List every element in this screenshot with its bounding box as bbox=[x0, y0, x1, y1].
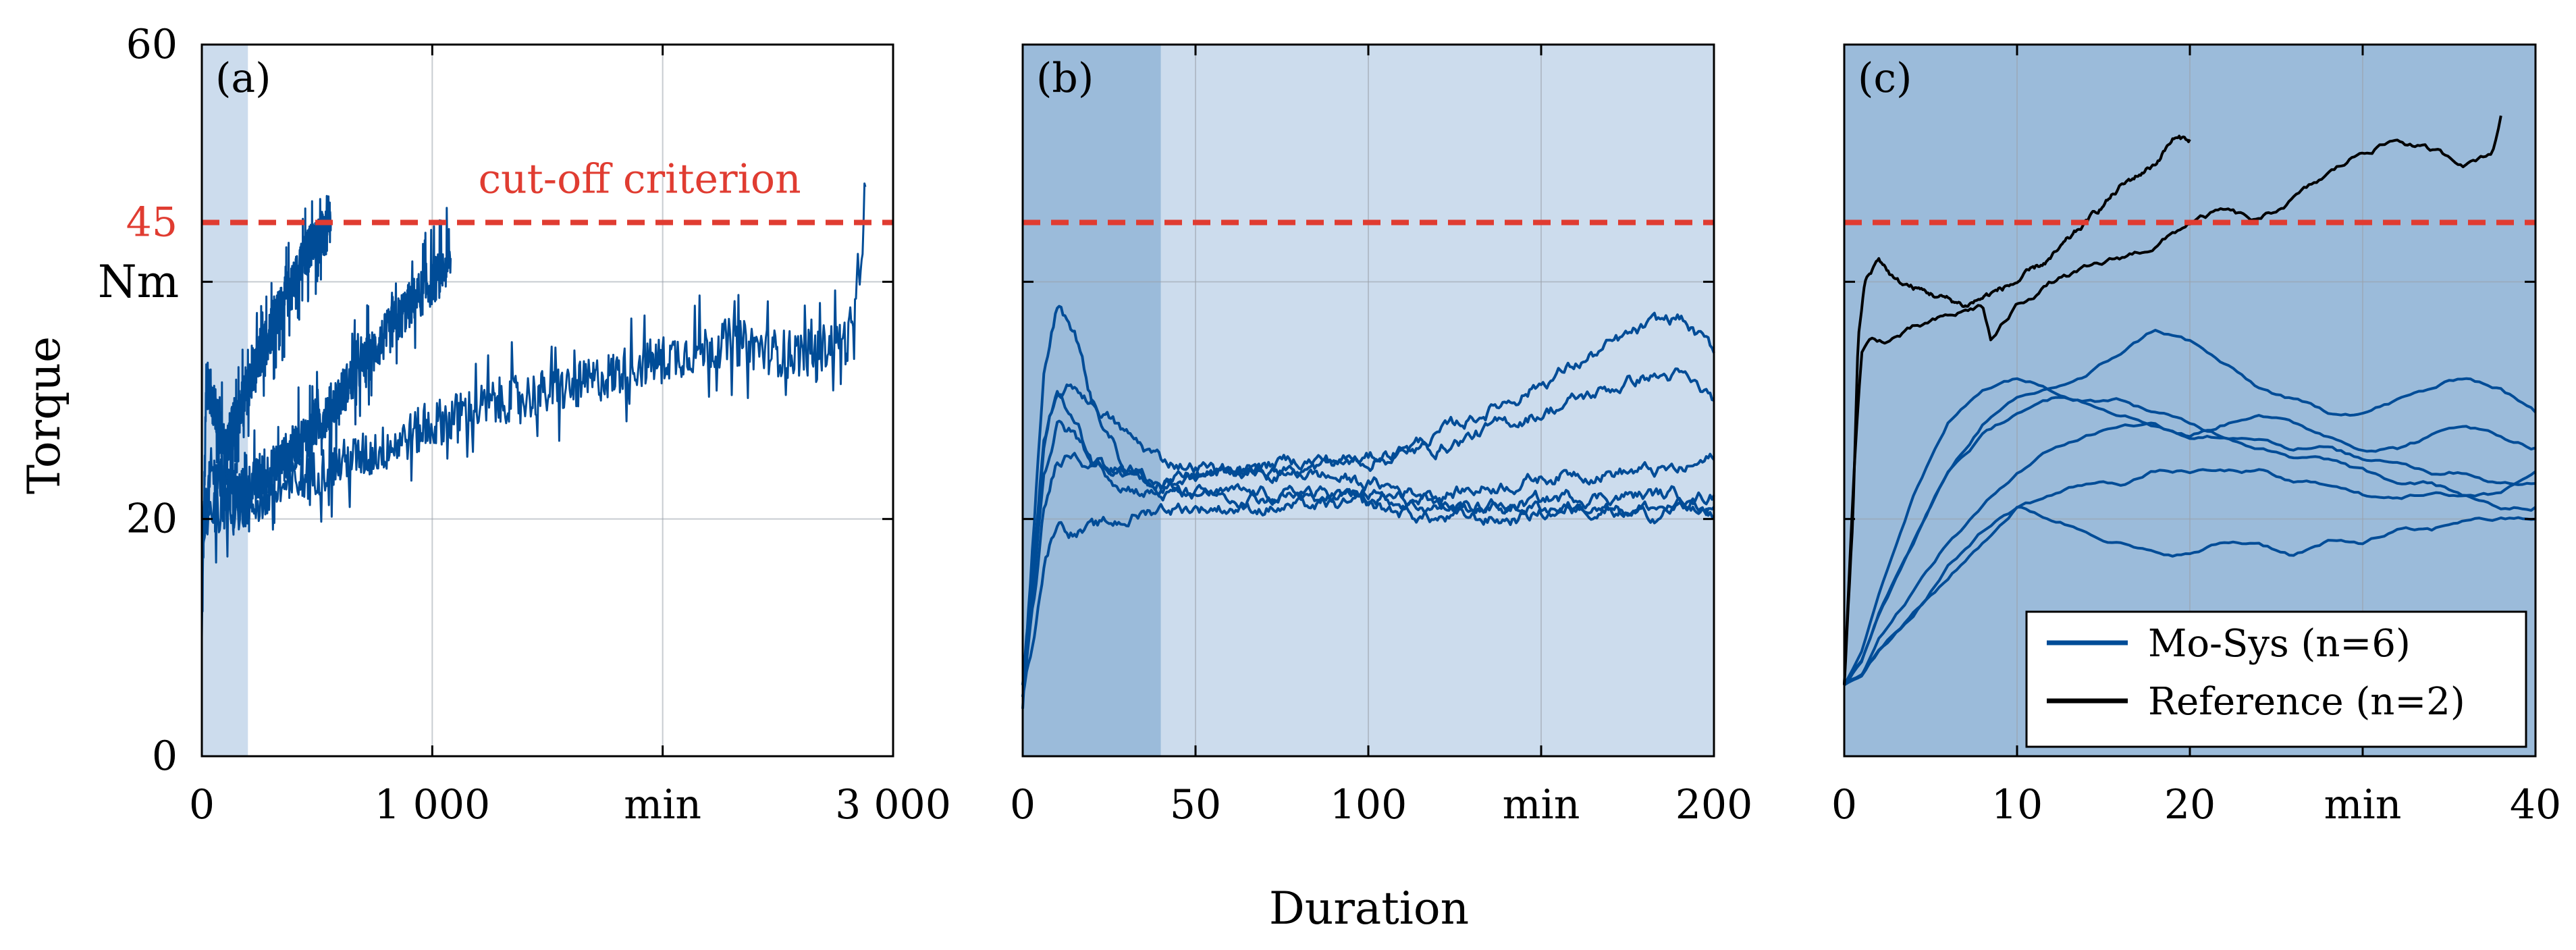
y-axis-unit: Nm bbox=[98, 256, 179, 308]
panel-label: (a) bbox=[215, 55, 271, 102]
ticks bbox=[1021, 43, 1715, 758]
panel-label: (b) bbox=[1036, 55, 1094, 102]
panel-label: (c) bbox=[1858, 55, 1912, 102]
x-tick-label-1: 1 000 bbox=[374, 781, 490, 828]
legend: Mo-Sys (n=6) Reference (n=2) bbox=[2025, 610, 2527, 748]
legend-box bbox=[2025, 610, 2527, 748]
x-tick-label-1: 10 bbox=[1991, 781, 2043, 828]
mo-sys-line-6 bbox=[1843, 506, 2536, 687]
x-tick-label-3: min bbox=[2324, 781, 2402, 828]
y-tick-label-2: 45 bbox=[126, 199, 178, 246]
y-tick-label-3: 60 bbox=[126, 21, 178, 68]
x-tick-label-2: 20 bbox=[2164, 781, 2216, 828]
mo-sys-line-3 bbox=[200, 182, 867, 567]
y-axis-title: Torque bbox=[18, 336, 70, 494]
x-tick-label-0: 0 bbox=[189, 781, 215, 828]
legend-label-1: Mo-Sys (n=6) bbox=[2148, 622, 2411, 666]
y-tick-label-1: 20 bbox=[126, 496, 178, 543]
mo-sys-line-1 bbox=[200, 194, 332, 638]
mo-sys-line-4 bbox=[1843, 421, 2537, 687]
ticks bbox=[1843, 43, 2537, 758]
mo-sys-line-6 bbox=[1021, 494, 1715, 697]
mo-sys-line-1 bbox=[1021, 305, 1715, 709]
mo-sys-line-5 bbox=[1843, 468, 2537, 687]
panel-b: 0 50 100 min 200 (b) bbox=[1010, 43, 1753, 828]
x-tick-label-4: 200 bbox=[1675, 781, 1753, 828]
reference-line-8 bbox=[1843, 115, 2502, 685]
panel-c: 0 10 20 min 40 (c) Mo-Sys (n=6) Reference (n=2) bbox=[1831, 43, 2561, 828]
x-tick-label-2: min bbox=[624, 781, 701, 828]
mo-sys-line-3 bbox=[1843, 396, 2536, 686]
mo-sys-line-2 bbox=[1843, 377, 2536, 686]
shade-region-2 bbox=[1160, 45, 1714, 756]
panel-frame bbox=[200, 43, 894, 758]
series-group bbox=[200, 182, 867, 638]
series-group bbox=[1021, 305, 1715, 709]
cutoff-label: cut-off criterion bbox=[478, 156, 801, 203]
legend-label-2: Reference (n=2) bbox=[2148, 680, 2465, 724]
x-tick-label-2: 100 bbox=[1330, 781, 1407, 828]
mo-sys-line-2 bbox=[200, 207, 452, 543]
x-tick-label-0: 0 bbox=[1831, 781, 1857, 828]
ticks bbox=[200, 43, 894, 758]
series-group bbox=[1843, 115, 2537, 687]
x-axis-title: Duration bbox=[1269, 882, 1469, 934]
reference-line-7 bbox=[1843, 134, 2191, 685]
mo-sys-line-4 bbox=[1021, 452, 1715, 697]
mo-sys-line-1 bbox=[1843, 329, 2537, 686]
mo-sys-line-5 bbox=[1021, 393, 1715, 685]
panel-a: 0 1 000 min 3 000 (a) 0 20 45 60 cut-off criterio… bbox=[126, 21, 951, 828]
x-tick-label-4: 40 bbox=[2510, 781, 2561, 828]
y-tick-label-0: 0 bbox=[152, 733, 178, 780]
x-tick-label-1: 50 bbox=[1170, 781, 1221, 828]
x-tick-label-0: 0 bbox=[1010, 781, 1036, 828]
grid bbox=[1844, 45, 2535, 756]
mo-sys-line-2 bbox=[1021, 311, 1715, 685]
x-tick-label-3: 3 000 bbox=[835, 781, 951, 828]
x-tick-label-3: min bbox=[1503, 781, 1580, 828]
